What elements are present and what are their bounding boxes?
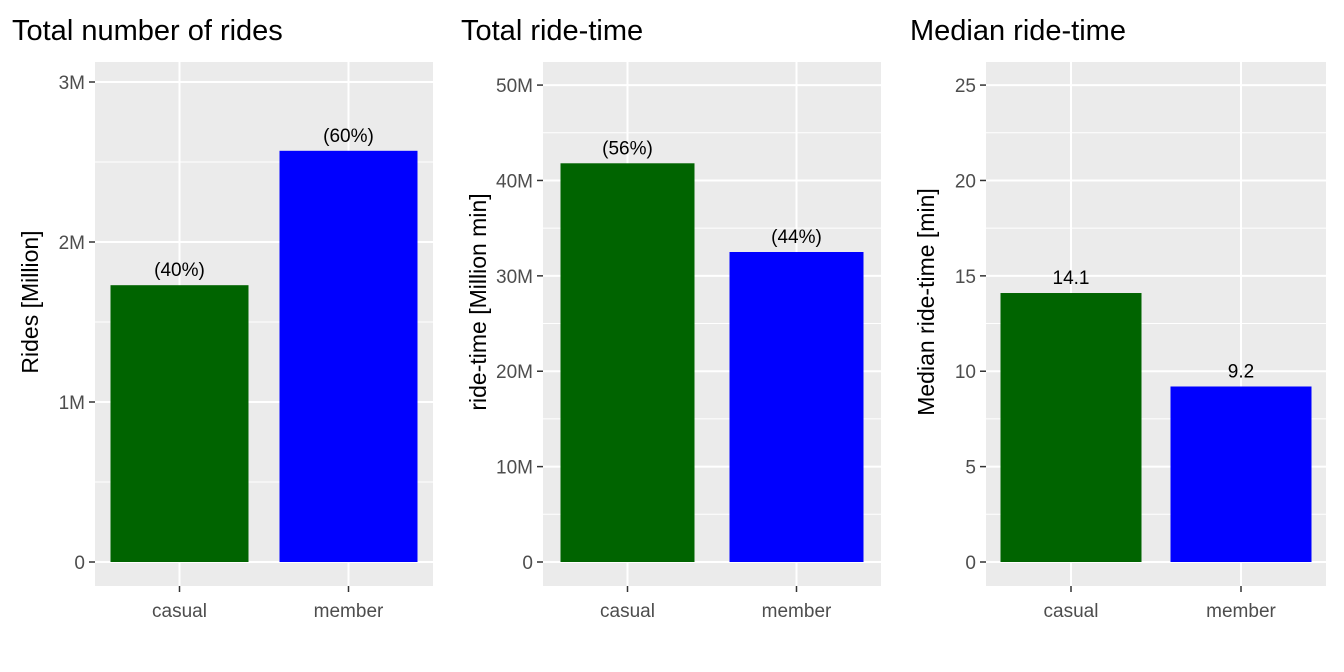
chart-total-ride-time: 0 10M 20M 30M 40M 50M (56%) casual (44%) member To… [461,15,881,622]
x-tick-label-casual: casual [152,601,207,622]
x-tick-label-casual: casual [1044,601,1099,622]
bar-casual [1000,293,1142,562]
y-tick-label: 20 [955,171,976,192]
x-tick-label-member: member [762,601,832,622]
bar-label-member: (60%) [323,126,374,147]
y-tick-label: 50M [496,76,533,97]
y-tick-label: 10M [496,458,533,479]
bar-label-member: (44%) [771,227,822,248]
y-tick-label: 0 [74,553,85,574]
y-tick-label: 2M [59,233,85,254]
bar-casual [110,285,249,562]
y-tick-label: 15 [955,267,976,288]
x-tick-label-member: member [314,601,384,622]
bar-member [279,150,418,563]
y-tick-label: 1M [59,393,85,414]
chart-total-rides: 0 1M 2M 3M (40%) casual (60%) member Total numbe… [12,15,433,622]
y-tick-label: 40M [496,171,533,192]
y-tick-label: 25 [955,76,976,97]
bar-label-casual: (40%) [154,260,205,281]
y-axis-label: Rides [Million] [17,230,43,373]
bar-member [729,252,864,562]
y-tick-label: 0 [522,553,533,574]
y-tick-label: 0 [965,553,976,574]
y-tick-label: 3M [59,73,85,94]
y-axis-label: ride-time [Million min] [465,193,491,410]
bar-member [1170,386,1312,562]
y-axis-label: Median ride-time [min] [913,188,939,416]
y-tick-label: 5 [965,458,976,479]
bar-label-casual: (56%) [602,138,653,159]
y-tick-label: 20M [496,362,533,383]
chart-title: Total ride-time [461,15,643,47]
bar-label-member: 9.2 [1228,361,1254,382]
y-tick-label: 30M [496,267,533,288]
x-tick-label-casual: casual [600,601,655,622]
chart-title: Median ride-time [910,15,1126,47]
x-tick-label-member: member [1206,601,1276,622]
y-tick-label: 10 [955,362,976,383]
bar-label-casual: 14.1 [1053,268,1090,289]
chart-title: Total number of rides [12,15,283,47]
bar-casual [560,163,695,563]
chart-median-ride-time: 0 5 10 15 20 25 14.1 casual 9.2 member Median ride… [910,15,1326,622]
